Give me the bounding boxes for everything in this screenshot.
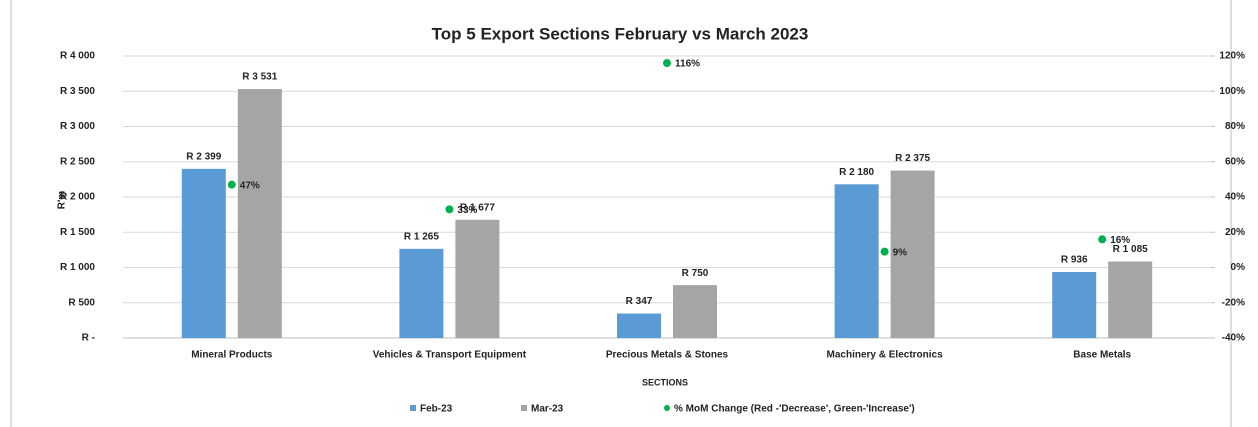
mom-label: 116% <box>675 59 700 70</box>
bar <box>673 285 717 338</box>
y-tick-label: R 4 000 <box>60 51 95 62</box>
bar-value-label: R 2 180 <box>839 167 874 178</box>
x-axis-label: SECTIONS <box>642 377 688 387</box>
legend-marker <box>410 405 416 411</box>
y2-tick-label: 120% <box>1219 51 1245 62</box>
y2-tick-label: 80% <box>1225 121 1245 132</box>
mom-dot <box>663 59 671 68</box>
chart-frame <box>10 0 1232 427</box>
y2-tick-label: 60% <box>1225 156 1245 167</box>
y2-tick-label: 0% <box>1231 262 1246 273</box>
y-axis-label: R'm <box>57 191 68 210</box>
y2-tick-label: -20% <box>1222 297 1245 308</box>
bar <box>834 184 879 338</box>
bar <box>617 313 661 338</box>
x-tick-label: Machinery & Electronics <box>827 350 944 361</box>
legend-label: Feb-23 <box>420 404 453 415</box>
bar-value-label: R 347 <box>626 296 653 307</box>
bar <box>237 89 282 338</box>
x-tick-label: Vehicles & Transport Equipment <box>373 350 527 361</box>
bar-value-label: R 3 531 <box>242 72 277 83</box>
mom-dot <box>880 247 889 256</box>
bar-value-label: R 936 <box>1061 255 1088 266</box>
y2-tick-label: 100% <box>1219 86 1245 97</box>
y-tick-label: R 1 500 <box>60 227 95 238</box>
y-tick-label: R 2 500 <box>60 156 95 167</box>
bar <box>1052 272 1097 338</box>
bar <box>1108 261 1153 338</box>
legend-marker <box>521 405 527 411</box>
mom-dot <box>445 205 454 214</box>
y-tick-label: R 500 <box>68 297 95 308</box>
mom-label: 33% <box>457 205 477 216</box>
y-tick-label: R 2 000 <box>60 192 95 203</box>
y2-tick-label: 40% <box>1225 192 1245 203</box>
bar <box>890 170 935 338</box>
y-tick-label: R - <box>82 333 95 344</box>
bar <box>455 219 500 338</box>
bar <box>181 168 226 338</box>
x-tick-label: Mineral Products <box>191 350 273 361</box>
bar-value-label: R 1 265 <box>404 231 439 242</box>
chart-title: Top 5 Export Sections February vs March … <box>432 24 809 43</box>
x-tick-label: Base Metals <box>1073 350 1131 361</box>
legend-label: Mar-23 <box>531 404 564 415</box>
bar-value-label: R 2 375 <box>895 153 930 164</box>
bar-value-label: R 1 085 <box>1113 244 1148 255</box>
x-tick-label: Precious Metals & Stones <box>606 350 729 361</box>
y2-tick-label: -40% <box>1222 333 1245 344</box>
mom-label: 47% <box>240 180 260 191</box>
y2-tick-label: 20% <box>1225 227 1245 238</box>
legend-marker <box>664 405 670 411</box>
bar-value-label: R 750 <box>682 268 709 279</box>
bar-value-label: R 2 399 <box>186 152 221 163</box>
mom-dot <box>227 180 236 189</box>
bar-value-label: R 1 677 <box>460 202 495 213</box>
legend-label: % MoM Change (Red -'Decrease', Green-'In… <box>674 404 915 415</box>
mom-label: 16% <box>1110 235 1130 246</box>
y-tick-label: R 1 000 <box>60 262 95 273</box>
y-tick-label: R 3 500 <box>60 86 95 97</box>
y-tick-label: R 3 000 <box>60 121 95 132</box>
mom-label: 9% <box>893 247 908 258</box>
mom-dot <box>1098 235 1107 244</box>
bar <box>399 248 444 338</box>
